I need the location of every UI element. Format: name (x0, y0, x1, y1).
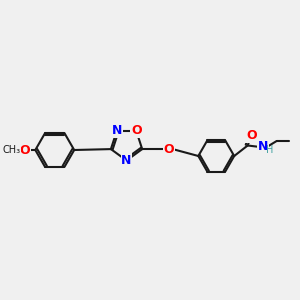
Text: O: O (131, 124, 142, 137)
Text: O: O (20, 143, 30, 157)
Text: N: N (121, 154, 132, 167)
Text: O: O (246, 129, 256, 142)
Text: N: N (112, 124, 122, 137)
Text: CH₃: CH₃ (2, 145, 20, 155)
Text: H: H (266, 145, 274, 155)
Text: O: O (164, 142, 174, 156)
Text: N: N (258, 140, 268, 154)
